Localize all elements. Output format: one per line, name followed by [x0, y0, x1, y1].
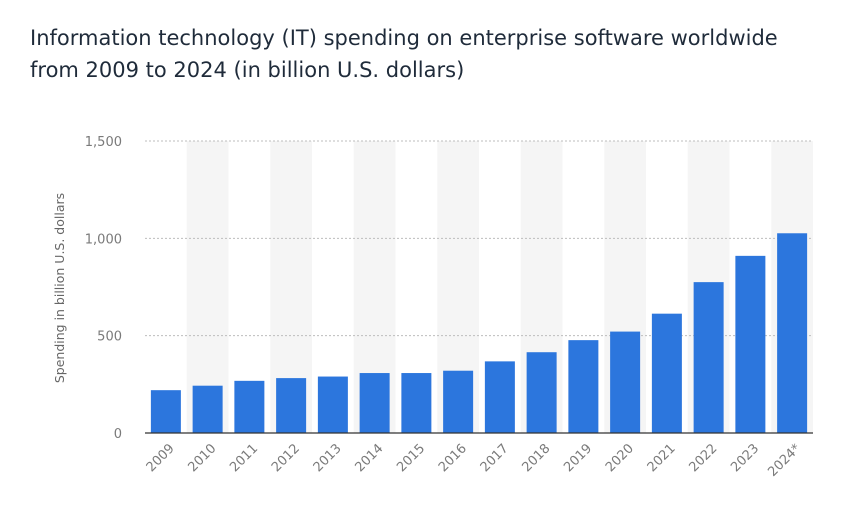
x-tick-label: 2024* [765, 441, 804, 480]
bar-2015[interactable] [401, 373, 432, 433]
bar-2024*[interactable] [777, 233, 808, 433]
bar-2016[interactable] [443, 370, 474, 433]
x-tick-label: 2015 [394, 441, 428, 475]
bar-2012[interactable] [276, 378, 307, 433]
x-tick-label: 2018 [519, 441, 553, 475]
x-tick-label: 2016 [436, 441, 470, 475]
bar-2011[interactable] [234, 380, 265, 433]
x-tick-layer: 2009 2010 2011 2012 2013 2014 2015 2016 2017 2018… [144, 441, 805, 480]
x-tick-label: 2021 [645, 441, 679, 475]
y-tick-label: 500 [97, 330, 122, 345]
y-tick-label: 1,500 [85, 135, 122, 150]
x-tick-label: 2009 [144, 441, 178, 475]
y-tick-label: 0 [114, 427, 122, 442]
bar-2021[interactable] [651, 313, 682, 433]
x-tick-label: 2013 [311, 441, 345, 475]
x-tick-label: 2010 [185, 441, 219, 475]
x-tick-label: 2019 [561, 441, 595, 475]
bar-layer [150, 233, 808, 433]
x-tick-label: 2020 [603, 441, 637, 475]
bar-2010[interactable] [192, 385, 223, 433]
x-tick-label: 2012 [269, 441, 303, 475]
bar-2014[interactable] [359, 373, 390, 433]
bar-2018[interactable] [526, 352, 557, 433]
y-tick-layer: 0 500 1,000 1,500 [85, 135, 122, 442]
category-band [186, 141, 229, 433]
bar-2019[interactable] [568, 340, 599, 433]
bar-2020[interactable] [610, 331, 641, 433]
y-tick-label: 1,000 [85, 232, 122, 247]
bar-2009[interactable] [150, 390, 181, 433]
x-tick-label: 2022 [686, 441, 720, 475]
bar-2013[interactable] [317, 376, 348, 433]
x-tick-label: 2014 [352, 441, 386, 475]
y-axis-title: Spending in billion U.S. dollars [52, 193, 67, 383]
x-tick-label: 2023 [728, 441, 762, 475]
x-tick-label: 2017 [478, 441, 512, 475]
bar-2017[interactable] [484, 361, 515, 433]
chart-title: Information technology (IT) spending on … [30, 26, 778, 82]
bar-2022[interactable] [693, 282, 724, 433]
x-tick-label: 2011 [227, 441, 261, 475]
bar-2023[interactable] [735, 255, 766, 433]
